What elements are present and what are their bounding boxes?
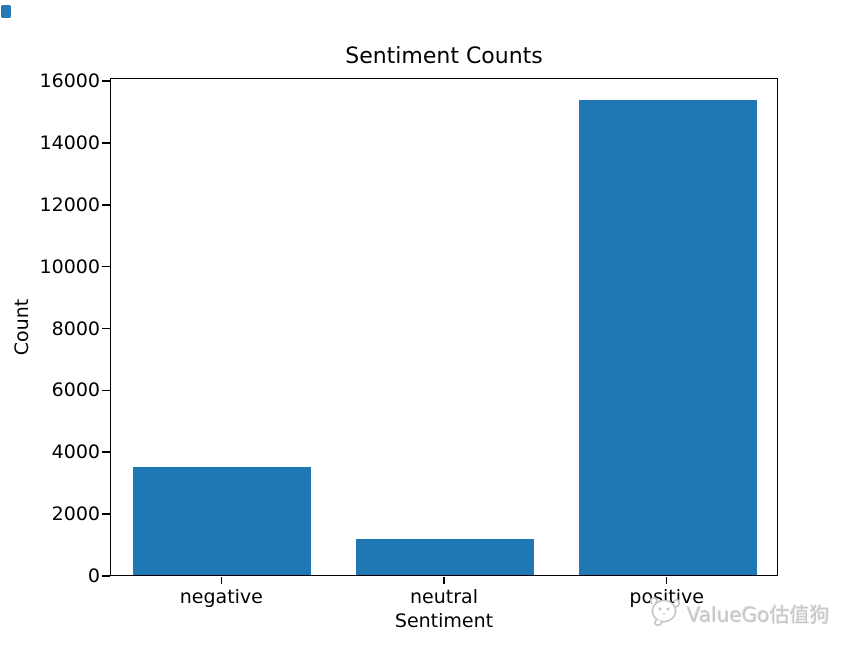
bar-negative (133, 467, 312, 575)
y-tick-mark (102, 204, 110, 206)
x-tick-label-negative: negative (179, 586, 263, 608)
x-tick-mark (443, 577, 445, 584)
y-tick-label: 6000 (51, 379, 100, 402)
y-tick-label: 12000 (39, 193, 100, 216)
bar-neutral (355, 538, 535, 575)
y-tick-mark (102, 80, 110, 82)
y-tick-mark (102, 389, 110, 392)
y-tick-label: 4000 (51, 441, 100, 464)
y-tick-label: 16000 (39, 70, 100, 93)
y-tick-mark (102, 451, 110, 454)
x-tick-mark (665, 577, 668, 584)
bar-positive (578, 100, 757, 575)
x-tick-label-positive: positive (629, 586, 704, 608)
chart-title: Sentiment Counts (345, 44, 543, 69)
y-tick-mark (102, 142, 110, 144)
watermark: ValueGo估值狗 (645, 592, 830, 632)
y-tick-mark (102, 513, 110, 515)
decorative-blue-square (1, 5, 11, 18)
x-tick-mark (220, 577, 223, 584)
y-tick-mark (102, 575, 110, 577)
x-axis-label: Sentiment (394, 610, 494, 632)
y-tick-label: 2000 (51, 503, 100, 526)
y-tick-mark (102, 265, 110, 268)
y-tick-label: 14000 (39, 131, 100, 154)
dog-face-icon (649, 597, 680, 626)
y-tick-label: 10000 (39, 255, 100, 278)
y-tick-mark (102, 327, 110, 330)
y-tick-label: 0 (87, 565, 100, 587)
plot-area (110, 78, 778, 576)
watermark-text: ValueGo估值狗 (687, 603, 830, 627)
x-tick-label-neutral: neutral (410, 586, 478, 608)
y-tick-label: 8000 (51, 317, 100, 340)
